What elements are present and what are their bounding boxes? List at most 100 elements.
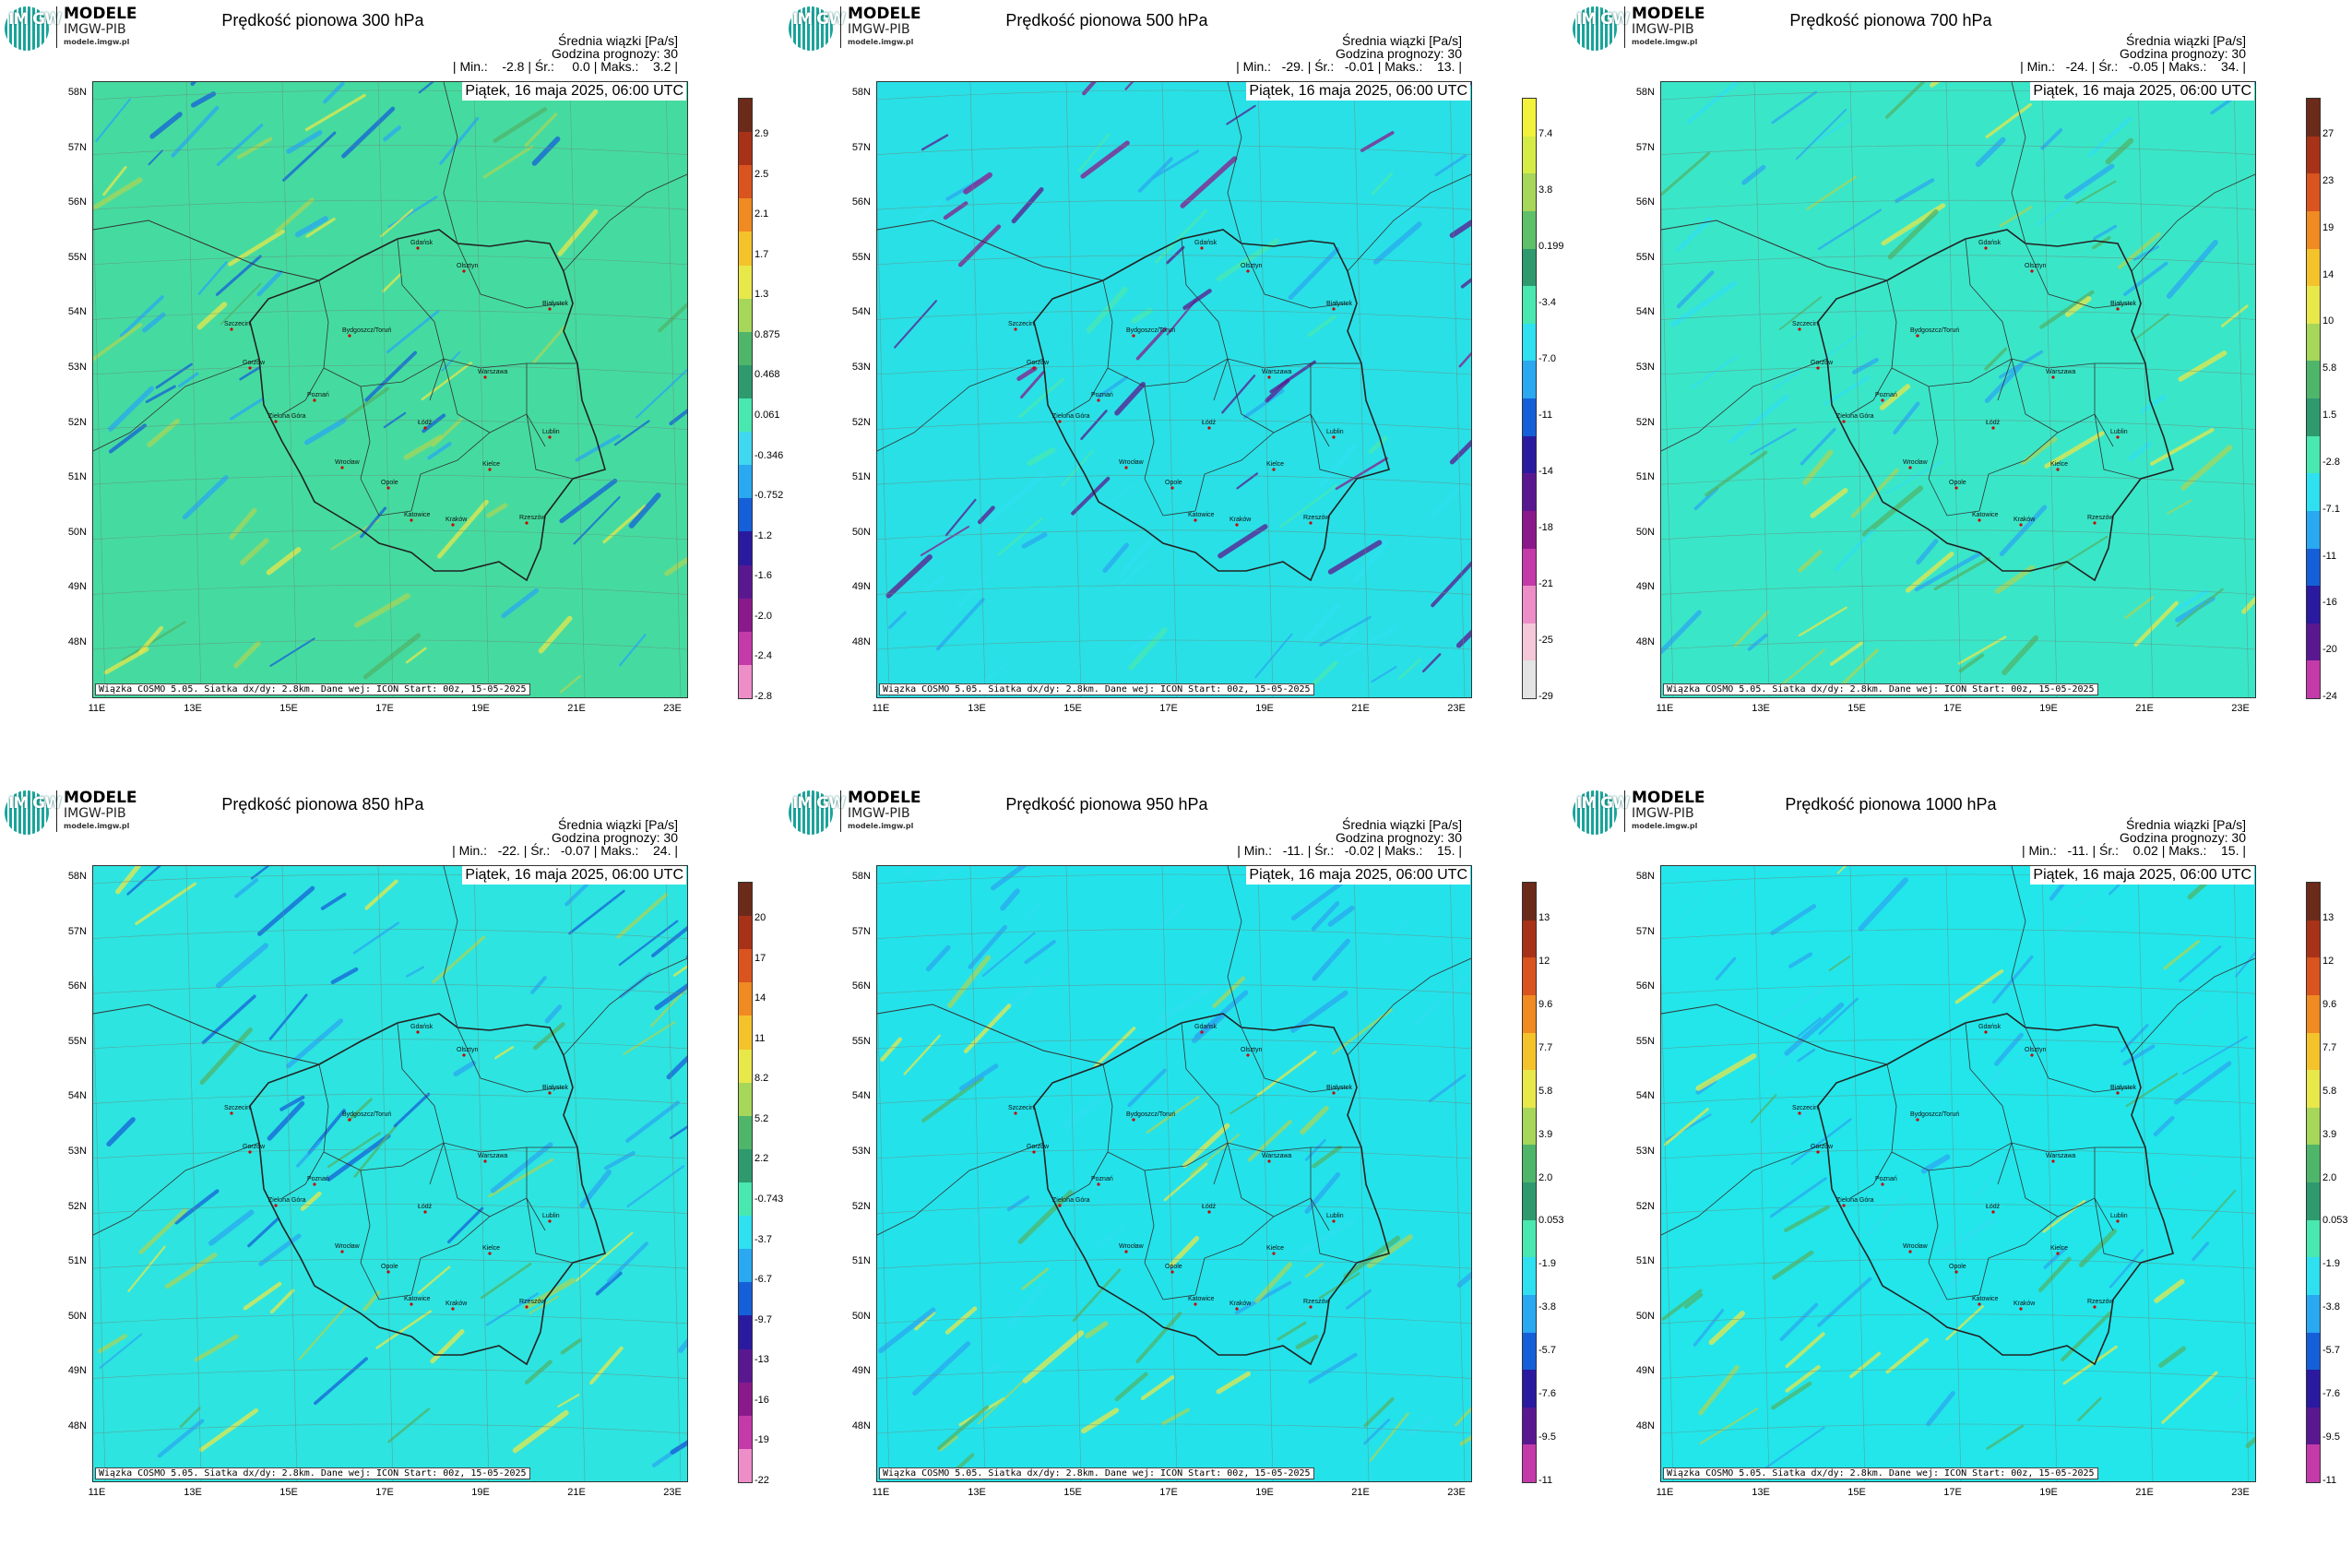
city-marker bbox=[1032, 1150, 1036, 1154]
city-label: Bydgoszcz/Toruń bbox=[1910, 327, 1959, 334]
colorbar-tick: -2.0 bbox=[754, 610, 772, 622]
anomaly-streak bbox=[1180, 156, 1238, 208]
anomaly-streak bbox=[1363, 1419, 1391, 1445]
city-marker bbox=[1991, 426, 1995, 430]
latitude-label: 50N bbox=[1635, 526, 1655, 538]
colorbar-tick: -16 bbox=[754, 1394, 769, 1406]
colorbar-segment bbox=[1523, 286, 1536, 324]
longitude-label: 11E bbox=[88, 703, 106, 714]
anomaly-streak bbox=[1127, 1068, 1167, 1108]
anomaly-streak bbox=[658, 302, 687, 333]
anomaly-streak bbox=[1985, 102, 2033, 138]
anomaly-streak bbox=[1221, 374, 1256, 414]
anomaly-streak bbox=[1683, 1292, 1704, 1309]
colorbar-segment bbox=[2307, 1032, 2320, 1071]
anomaly-streak bbox=[1670, 866, 1682, 874]
anomaly-streak bbox=[1311, 901, 1340, 932]
city-marker bbox=[248, 1150, 252, 1154]
colorbar-segment bbox=[2307, 1145, 2320, 1182]
anomaly-streak bbox=[957, 224, 1002, 267]
voivodeship-border bbox=[1978, 432, 2059, 512]
logo-title: MODELE bbox=[848, 5, 921, 23]
logo-url: modele.imgw.pl bbox=[1632, 38, 1698, 46]
logo-emblem bbox=[789, 6, 833, 51]
city-label: Szczecin bbox=[1008, 1105, 1034, 1111]
colorbar-tick: -7.6 bbox=[1538, 1388, 1556, 1400]
logo-emblem bbox=[5, 790, 49, 835]
anomaly-streak bbox=[1772, 981, 1834, 1022]
anomaly-streak bbox=[95, 98, 132, 143]
model-credit: Wiązka COSMO 5.05. Siatka dx/dy: 2.8km. … bbox=[95, 1467, 530, 1479]
anomaly-streak bbox=[1785, 1332, 1825, 1369]
coastline bbox=[93, 1004, 320, 1065]
colorbar bbox=[2306, 98, 2321, 699]
voivodeship-border bbox=[1144, 1170, 1196, 1301]
anomaly-streak bbox=[557, 208, 599, 256]
longitude-label: 11E bbox=[872, 703, 890, 714]
country-border bbox=[2131, 957, 2255, 1056]
anomaly-streak bbox=[977, 1380, 1025, 1425]
city-marker bbox=[2093, 521, 2097, 525]
colorbar-tick: 2.5 bbox=[754, 168, 769, 180]
city-marker bbox=[483, 1159, 487, 1163]
anomaly-streak bbox=[93, 323, 143, 362]
anomaly-streak bbox=[1817, 1277, 1872, 1327]
colorbar-tick: -1.2 bbox=[754, 529, 772, 541]
poland-border bbox=[1033, 229, 1390, 582]
city-marker bbox=[1991, 1210, 1995, 1214]
anomaly-streak bbox=[2049, 917, 2086, 940]
anomaly-streak bbox=[360, 506, 387, 539]
latitude-label: 55N bbox=[1635, 1035, 1655, 1047]
anomaly-streak bbox=[1131, 307, 1153, 324]
anomaly-streak bbox=[1307, 315, 1336, 338]
anomaly-streak bbox=[1023, 967, 1052, 995]
anomaly-streak bbox=[1772, 370, 1800, 391]
latitude-line bbox=[93, 1423, 687, 1434]
city-marker bbox=[1032, 366, 1036, 370]
anomaly-streak bbox=[1345, 1289, 1372, 1310]
anomaly-streak bbox=[512, 1409, 569, 1454]
anomaly-streak bbox=[1779, 1146, 1836, 1193]
colorbar-segment bbox=[739, 564, 752, 599]
longitude-line bbox=[665, 82, 682, 697]
city-label: Szczecin bbox=[224, 1105, 250, 1111]
longitude-line bbox=[1945, 82, 1962, 697]
city-marker bbox=[1267, 1159, 1271, 1163]
anomaly-streak bbox=[2020, 436, 2058, 466]
colorbar-segment bbox=[739, 916, 752, 950]
city-label: Lublin bbox=[2110, 429, 2128, 435]
anomaly-streak bbox=[108, 423, 147, 454]
anomaly-streak bbox=[1829, 641, 1863, 666]
voivodeship-border bbox=[526, 363, 574, 480]
anomaly-streak bbox=[1017, 1190, 1074, 1244]
anomaly-streak bbox=[1693, 1309, 1725, 1347]
field-background bbox=[877, 866, 1471, 1481]
latitude-line bbox=[1661, 1148, 2255, 1159]
anomaly-streak bbox=[2154, 1278, 2185, 1303]
city-label: Zielona Góra bbox=[268, 413, 306, 420]
colorbar-tick: -3.8 bbox=[2322, 1301, 2340, 1313]
colorbar-segment bbox=[2307, 1219, 2320, 1258]
colorbar-tick: -29 bbox=[1538, 691, 1553, 702]
anomaly-streak bbox=[991, 866, 1028, 891]
city-marker bbox=[1916, 1118, 1919, 1122]
anomaly-streak bbox=[432, 418, 463, 447]
colorbar-tick: 5.8 bbox=[2322, 362, 2337, 374]
anomaly-streak bbox=[625, 1100, 680, 1143]
anomaly-streak bbox=[1893, 401, 1920, 435]
anomaly-streak bbox=[1098, 484, 1134, 512]
city-marker bbox=[1954, 1270, 1958, 1274]
anomaly-streak bbox=[2158, 1346, 2187, 1368]
city-marker bbox=[2056, 1252, 2060, 1255]
anomaly-streak bbox=[1982, 1068, 2004, 1090]
map-area: Gdańsk Olsztyn Szczecin Białystok Bydgoszcz/… bbox=[876, 81, 1472, 698]
anomaly-streak bbox=[1676, 217, 1713, 252]
anomaly-streak bbox=[190, 91, 217, 108]
anomaly-streak bbox=[937, 1405, 990, 1450]
ensemble-label: Średnia wiązki [Pa/s] bbox=[2126, 33, 2246, 48]
anomaly-streak bbox=[1798, 550, 1823, 573]
colorbar-tick: 1.3 bbox=[754, 289, 769, 301]
city-marker bbox=[1058, 420, 1062, 423]
colorbar-segment bbox=[1523, 99, 1536, 137]
anomaly-streak bbox=[1242, 388, 1285, 420]
